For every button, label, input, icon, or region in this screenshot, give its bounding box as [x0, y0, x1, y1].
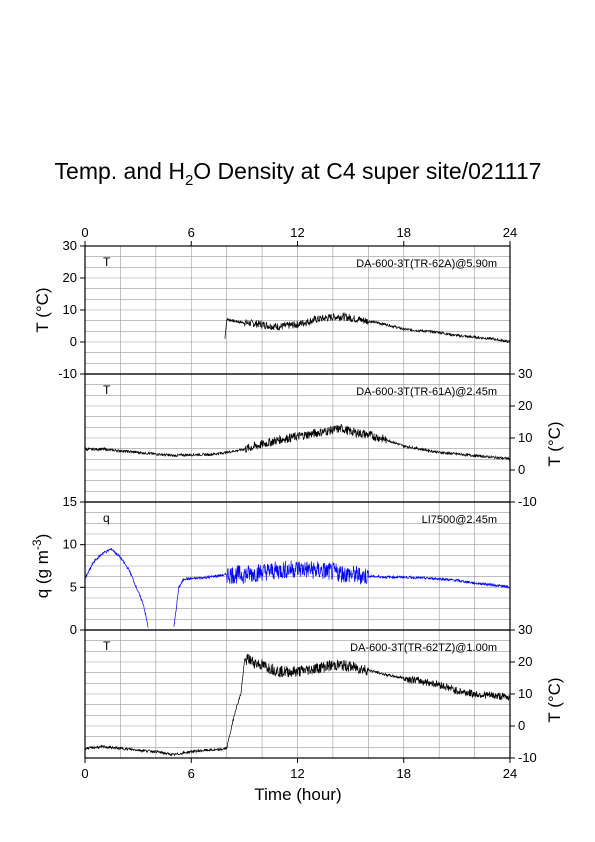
y-tick-label: 30 — [63, 238, 77, 253]
series-line-p3 — [84, 547, 511, 628]
x-axis-label: Time (hour) — [254, 785, 341, 804]
y-tick-label: 20 — [518, 654, 532, 669]
y-tick-label: -10 — [58, 366, 77, 381]
y-tick-label: 10 — [63, 537, 77, 552]
y-tick-label: 0 — [518, 718, 525, 733]
instrument-label-p3: LI7500@2.45m — [422, 514, 497, 526]
y-tick-label: 10 — [518, 686, 532, 701]
series-line-p1 — [224, 311, 511, 344]
y-axis-label-p3: q (g m-3) — [30, 534, 52, 599]
x-tick-label-top: 6 — [188, 225, 195, 240]
y-tick-label: 0 — [70, 622, 77, 637]
y-tick-label: 30 — [518, 622, 532, 637]
y-tick-label: 20 — [518, 398, 532, 413]
y-tick-label: 10 — [518, 430, 532, 445]
x-tick-label-bottom: 0 — [81, 766, 88, 781]
y-axis-label-p2: T (°C) — [545, 421, 564, 466]
panel-label-p4: T — [103, 639, 111, 653]
y-axis-label-p4: T (°C) — [545, 677, 564, 722]
series-line-p2 — [84, 424, 511, 461]
panel-label-p2: T — [103, 383, 111, 397]
y-tick-label: -10 — [518, 494, 537, 509]
y-tick-label: 20 — [63, 270, 77, 285]
x-tick-label-top: 12 — [290, 225, 304, 240]
x-tick-label-top: 0 — [81, 225, 88, 240]
y-tick-label: 30 — [518, 366, 532, 381]
series-layer — [84, 311, 511, 757]
text-layer: -10 0 10 20 30 T (°C) T DA-600-3T(TR-62A)@5.90m… — [30, 225, 564, 781]
instrument-label-p4: DA-600-3T(TR-62TZ)@1.00m — [350, 642, 497, 654]
frame-layer — [80, 241, 515, 763]
y-tick-label: 0 — [518, 462, 525, 477]
y-tick-label: -10 — [518, 750, 537, 765]
x-tick-label-top: 24 — [503, 225, 517, 240]
instrument-label-p1: DA-600-3T(TR-62A)@5.90m — [356, 258, 497, 270]
x-tick-label-bottom: 24 — [503, 766, 517, 781]
x-tick-label-top: 18 — [397, 225, 411, 240]
panel-label-p1: T — [103, 255, 111, 269]
y-tick-label: 10 — [63, 302, 77, 317]
series-line-p4 — [84, 653, 511, 757]
x-tick-label-bottom: 12 — [290, 766, 304, 781]
grid-layer — [85, 246, 510, 758]
y-axis-label-p1: T (°C) — [33, 287, 52, 332]
panel-label-p3: q — [103, 511, 110, 525]
y-tick-label: 5 — [70, 579, 77, 594]
chart-title: Temp. and H2O Density at C4 super site/0… — [55, 158, 542, 189]
instrument-label-p2: DA-600-3T(TR-61A)@2.45m — [356, 386, 497, 398]
y-tick-label: 15 — [63, 494, 77, 509]
x-tick-label-bottom: 6 — [188, 766, 195, 781]
y-tick-label: 0 — [70, 334, 77, 349]
x-tick-label-bottom: 18 — [397, 766, 411, 781]
